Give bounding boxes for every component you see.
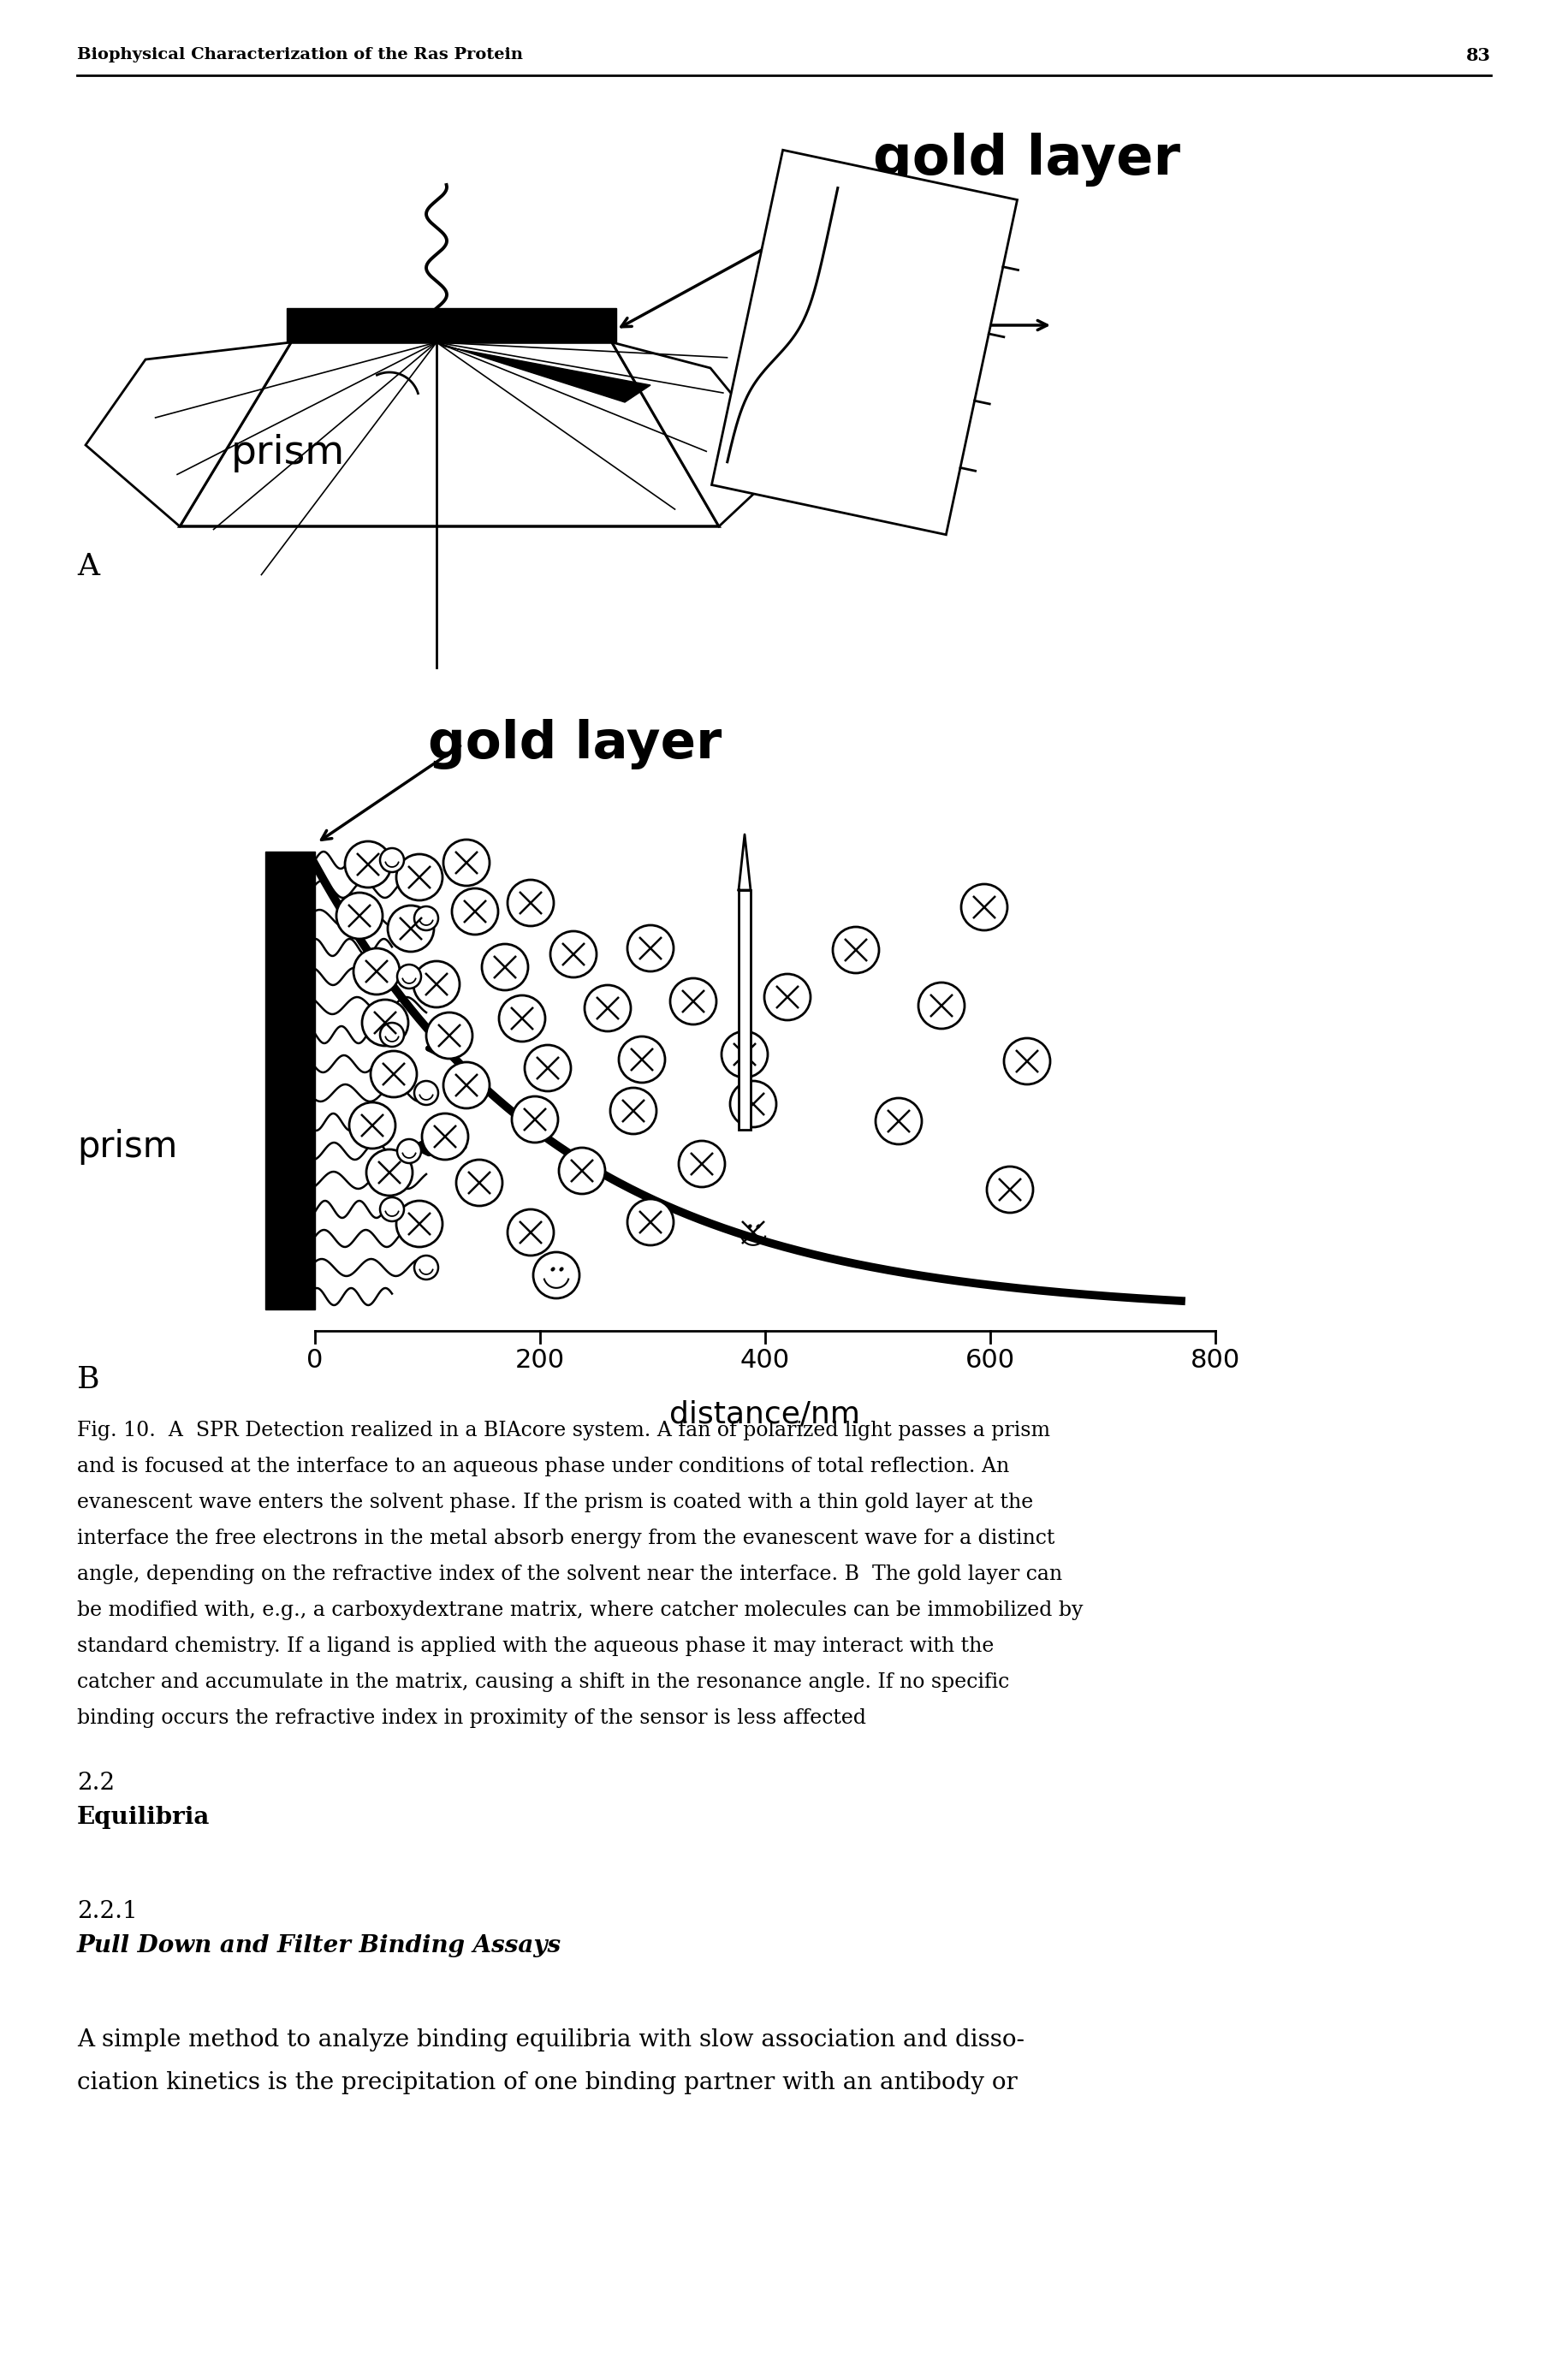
Text: 200: 200 bbox=[516, 1349, 564, 1373]
Circle shape bbox=[337, 893, 383, 938]
Polygon shape bbox=[436, 342, 651, 401]
Text: 600: 600 bbox=[966, 1349, 1014, 1373]
Text: Fig. 10.  A  SPR Detection realized in a BIAcore system. A fan of polarized ligh: Fig. 10. A SPR Detection realized in a B… bbox=[77, 1420, 1051, 1439]
Text: prism: prism bbox=[77, 1128, 177, 1164]
Polygon shape bbox=[180, 342, 720, 527]
Circle shape bbox=[731, 1081, 776, 1128]
Circle shape bbox=[721, 1031, 768, 1078]
Text: binding occurs the refractive index in proximity of the sensor is less affected: binding occurs the refractive index in p… bbox=[77, 1708, 866, 1729]
Circle shape bbox=[511, 1097, 558, 1142]
Circle shape bbox=[397, 1140, 422, 1164]
Circle shape bbox=[679, 1140, 724, 1188]
Circle shape bbox=[353, 948, 400, 995]
Circle shape bbox=[1004, 1038, 1051, 1085]
Circle shape bbox=[379, 1197, 405, 1221]
Text: 400: 400 bbox=[740, 1349, 790, 1373]
Circle shape bbox=[508, 879, 554, 926]
Circle shape bbox=[414, 1256, 437, 1280]
Circle shape bbox=[397, 1202, 442, 1247]
Text: ciation kinetics is the precipitation of one binding partner with an antibody or: ciation kinetics is the precipitation of… bbox=[77, 2071, 1018, 2095]
Circle shape bbox=[481, 943, 528, 990]
Polygon shape bbox=[612, 342, 787, 527]
Circle shape bbox=[550, 931, 596, 978]
Circle shape bbox=[345, 841, 390, 888]
Polygon shape bbox=[86, 342, 292, 527]
Text: distance/nm: distance/nm bbox=[670, 1399, 861, 1427]
Circle shape bbox=[387, 905, 434, 952]
Circle shape bbox=[508, 1209, 554, 1256]
Circle shape bbox=[414, 1081, 437, 1104]
Polygon shape bbox=[712, 150, 1018, 534]
Text: be modified with, e.g., a carboxydextrane matrix, where catcher molecules can be: be modified with, e.g., a carboxydextran… bbox=[77, 1601, 1083, 1620]
Circle shape bbox=[627, 1199, 674, 1245]
Text: interface the free electrons in the metal absorb energy from the evanescent wave: interface the free electrons in the meta… bbox=[77, 1530, 1055, 1549]
Circle shape bbox=[444, 841, 489, 886]
Circle shape bbox=[525, 1045, 571, 1090]
Circle shape bbox=[444, 1062, 489, 1109]
Circle shape bbox=[456, 1159, 502, 1206]
Circle shape bbox=[362, 1000, 408, 1045]
Circle shape bbox=[397, 964, 422, 988]
Text: gold layer: gold layer bbox=[873, 133, 1181, 188]
Circle shape bbox=[764, 974, 811, 1021]
Circle shape bbox=[422, 1114, 469, 1159]
Text: 2.2: 2.2 bbox=[77, 1772, 114, 1796]
Text: B: B bbox=[77, 1366, 100, 1394]
Circle shape bbox=[610, 1088, 657, 1133]
Text: catcher and accumulate in the matrix, causing a shift in the resonance angle. If: catcher and accumulate in the matrix, ca… bbox=[77, 1672, 1010, 1691]
Circle shape bbox=[397, 855, 442, 900]
Circle shape bbox=[414, 907, 437, 931]
Circle shape bbox=[379, 1024, 405, 1047]
Text: evanescent wave enters the solvent phase. If the prism is coated with a thin gol: evanescent wave enters the solvent phase… bbox=[77, 1492, 1033, 1513]
Text: standard chemistry. If a ligand is applied with the aqueous phase it may interac: standard chemistry. If a ligand is appli… bbox=[77, 1636, 994, 1655]
Text: and is focused at the interface to an aqueous phase under conditions of total re: and is focused at the interface to an aq… bbox=[77, 1456, 1010, 1477]
Circle shape bbox=[833, 926, 880, 974]
Text: Biophysical Characterization of the Ras Protein: Biophysical Characterization of the Ras … bbox=[77, 48, 524, 62]
Circle shape bbox=[585, 986, 630, 1031]
Circle shape bbox=[452, 888, 499, 936]
Circle shape bbox=[919, 983, 964, 1028]
Circle shape bbox=[670, 978, 717, 1024]
Bar bbox=[739, 891, 751, 1130]
Text: 83: 83 bbox=[1466, 48, 1491, 64]
Circle shape bbox=[619, 1036, 665, 1083]
Polygon shape bbox=[739, 834, 751, 891]
Circle shape bbox=[533, 1252, 580, 1299]
Text: 0: 0 bbox=[307, 1349, 323, 1373]
Text: Equilibria: Equilibria bbox=[77, 1805, 210, 1829]
Text: 800: 800 bbox=[1190, 1349, 1240, 1373]
Circle shape bbox=[379, 848, 405, 872]
Circle shape bbox=[414, 962, 459, 1007]
Circle shape bbox=[627, 926, 674, 971]
Text: angle, depending on the refractive index of the solvent near the interface. B  T: angle, depending on the refractive index… bbox=[77, 1565, 1062, 1584]
Circle shape bbox=[986, 1166, 1033, 1214]
Text: gold layer: gold layer bbox=[428, 720, 721, 770]
Circle shape bbox=[961, 884, 1007, 931]
Bar bbox=[265, 853, 315, 1309]
Text: Pull Down and Filter Binding Assays: Pull Down and Filter Binding Assays bbox=[77, 1933, 561, 1957]
Circle shape bbox=[370, 1052, 417, 1097]
Circle shape bbox=[367, 1150, 412, 1195]
Text: A: A bbox=[77, 551, 99, 582]
Circle shape bbox=[499, 995, 546, 1043]
Circle shape bbox=[558, 1147, 605, 1195]
Circle shape bbox=[875, 1097, 922, 1145]
Text: prism: prism bbox=[230, 435, 345, 473]
Bar bbox=[287, 309, 616, 342]
Circle shape bbox=[350, 1102, 395, 1150]
Circle shape bbox=[426, 1012, 472, 1059]
Text: 2.2.1: 2.2.1 bbox=[77, 1900, 138, 1924]
Text: A simple method to analyze binding equilibria with slow association and disso-: A simple method to analyze binding equil… bbox=[77, 2028, 1024, 2052]
